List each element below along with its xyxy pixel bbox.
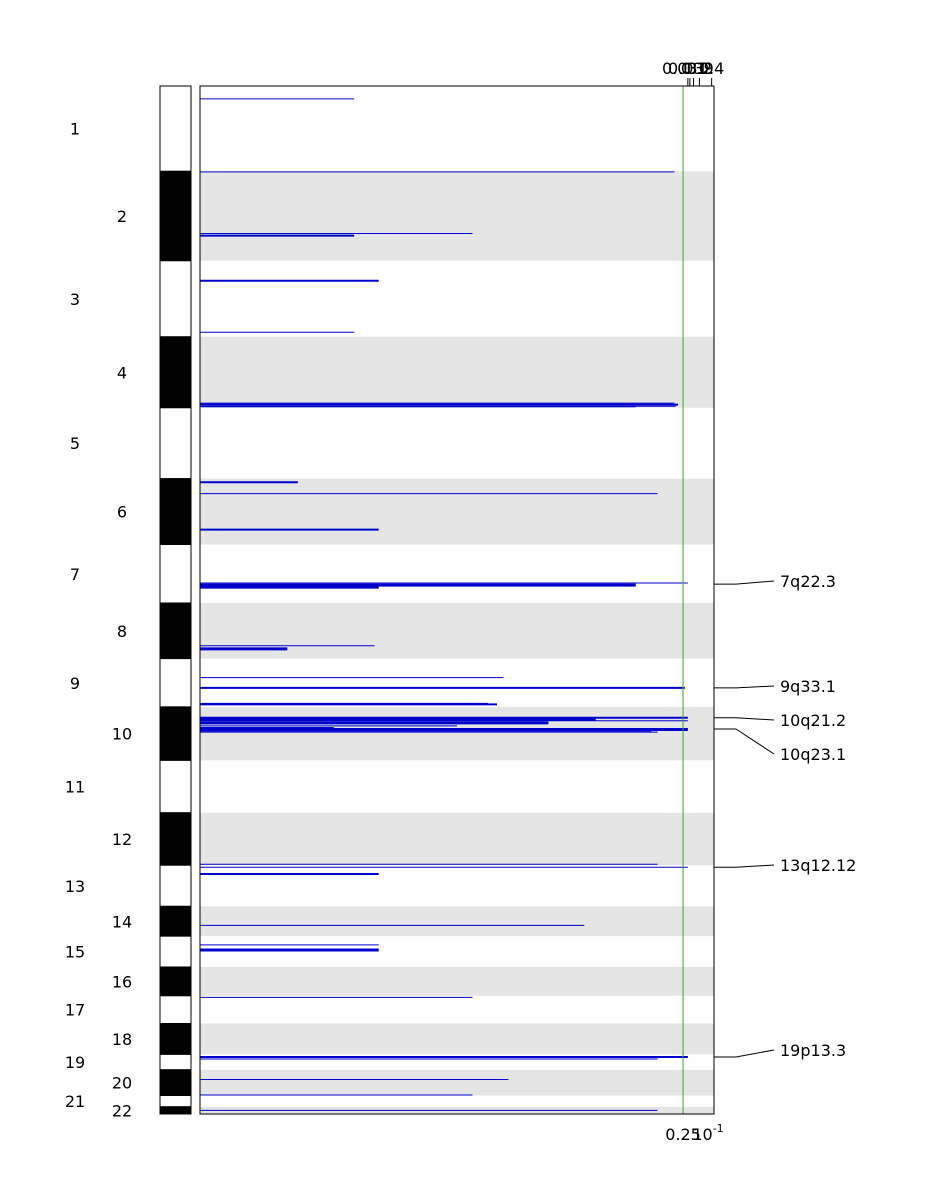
chromosome-label-17: 17 [65, 1001, 85, 1020]
ideogram-block-5 [159, 407, 192, 480]
chromosome-band-shade-14 [200, 906, 714, 937]
chromosome-band-shade-16 [200, 966, 714, 996]
peak-leader-b-13q12.12 [735, 864, 775, 868]
chromosome-label-12: 12 [112, 830, 132, 849]
ideogram-block-20 [159, 1069, 192, 1096]
ideogram-block-4 [159, 336, 192, 409]
chromosome-band-shade-12 [200, 812, 714, 866]
top-tick-label-0.1: 0.1 [681, 59, 706, 78]
bottom-tick-superscript: -1 [713, 1122, 724, 1135]
ideogram-block-9 [159, 658, 192, 708]
chromosome-label-6: 6 [117, 503, 127, 522]
chromosome-band-shade-18 [200, 1023, 714, 1055]
chromosome-label-2: 2 [117, 207, 127, 226]
chromosome-label-21: 21 [65, 1092, 85, 1111]
chromosome-label-20: 20 [112, 1074, 132, 1093]
peak-leader-b-7q22.3 [735, 580, 775, 585]
chromosome-label-13: 13 [65, 877, 85, 896]
chromosome-label-5: 5 [70, 434, 80, 453]
chromosome-label-8: 8 [117, 622, 127, 641]
ideogram-block-13 [159, 864, 192, 907]
chromosome-band-shade-20 [200, 1069, 714, 1096]
chromosome-label-15: 15 [65, 943, 85, 962]
segment-bars [200, 98, 688, 1111]
chromosome-band-shade-4 [200, 336, 714, 408]
ideogram-block-19 [159, 1053, 192, 1071]
chromosome-band-shade-6 [200, 478, 714, 545]
peak-leader-b-9q33.1 [735, 685, 775, 689]
chromosome-band-shade-10 [200, 706, 714, 761]
ideogram-block-14 [159, 905, 192, 937]
peak-leader-b-10q23.1 [735, 728, 775, 755]
chromosome-label-11: 11 [65, 778, 85, 797]
peak-leader-b-10q21.2 [735, 717, 775, 721]
ideogram-block-3 [159, 260, 192, 338]
chromosome-label-10: 10 [112, 725, 132, 744]
ideogram-block-18 [159, 1023, 192, 1055]
peak-annotations: 7q22.3 9q33.1 10q21.2 10q23.1 13q12.12 19p13.… [714, 572, 856, 1060]
ideogram-block-6 [159, 478, 192, 545]
chromosome-label-4: 4 [117, 363, 127, 382]
chromosome-ideogram [159, 85, 192, 1115]
bottom-tick-label-10: 10-1 [692, 1122, 723, 1144]
ideogram-block-16 [159, 966, 192, 997]
ideogram-block-2 [159, 170, 192, 262]
peak-label-10q21.2: 10q21.2 [780, 711, 846, 730]
ideogram-block-8 [159, 602, 192, 660]
ideogram-block-22 [159, 1106, 192, 1115]
top-tick-label-0.2: 0.2 [687, 59, 712, 78]
chromosome-label-7: 7 [70, 565, 80, 584]
ideogram-block-21 [159, 1094, 192, 1108]
chromosome-label-14: 14 [112, 912, 132, 931]
chromosome-label-19: 19 [65, 1053, 85, 1072]
peak-leader-b-19p13.3 [735, 1049, 775, 1058]
chromosome-band-shade-2 [200, 171, 714, 261]
peak-label-10q23.1: 10q23.1 [780, 745, 846, 764]
ideogram-block-11 [159, 759, 192, 814]
bottom-tick-label-0.25: 0.25 [665, 1125, 701, 1144]
peak-label-9q33.1: 9q33.1 [780, 677, 836, 696]
ideogram-block-10 [159, 706, 192, 761]
chromosome-label-3: 3 [70, 290, 80, 309]
peak-label-19p13.3: 19p13.3 [780, 1041, 846, 1060]
ideogram-block-7 [159, 543, 192, 604]
ideogram-block-12 [159, 812, 192, 866]
top-tick-label-0.031: 0.031 [662, 59, 708, 78]
peak-label-7q22.3: 7q22.3 [780, 572, 836, 591]
ideogram-block-1 [159, 85, 192, 172]
ideogram-block-15 [159, 935, 192, 968]
chromosome-label-1: 1 [70, 120, 80, 139]
chromosome-label-18: 18 [112, 1030, 132, 1049]
plot-frame [199, 85, 715, 1115]
top-tick-label-0.4: 0.4 [699, 59, 724, 78]
chromosome-bands [200, 171, 714, 1114]
peak-label-13q12.12: 13q12.12 [780, 856, 856, 875]
chromosome-label-9: 9 [70, 674, 80, 693]
chromosome-label-22: 22 [112, 1101, 132, 1120]
chromosome-label-16: 16 [112, 972, 132, 991]
top-tick-label-0.039: 0.039 [668, 59, 714, 78]
ideogram-block-17 [159, 995, 192, 1025]
